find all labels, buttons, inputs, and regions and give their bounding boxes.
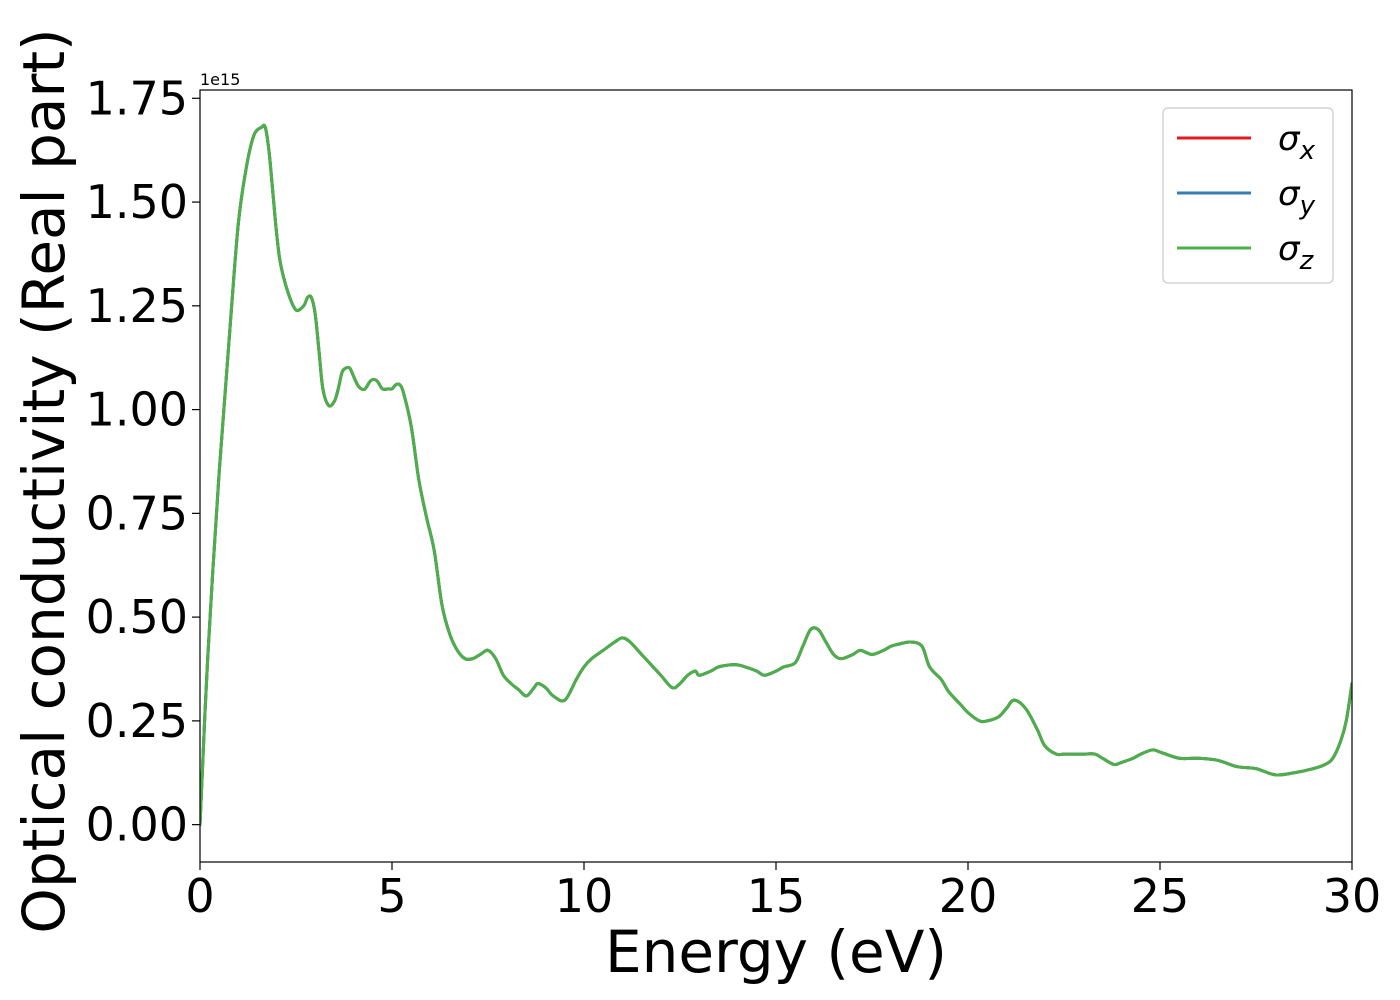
legend-label-sigma-z: σz (1278, 229, 1315, 276)
y-tick-label: 1.00 (86, 383, 188, 437)
x-tick-label: 5 (377, 869, 406, 923)
x-tick-label: 20 (939, 869, 998, 923)
y-offset-label: 1e15 (200, 70, 240, 89)
y-tick-label: 1.50 (86, 175, 188, 229)
x-tick-label: 15 (747, 869, 806, 923)
y-tick-label: 0.25 (86, 694, 188, 748)
x-axis-title: Energy (eV) (605, 918, 947, 986)
y-axis-ticks: 0.00 0.25 0.50 0.75 1.00 1.25 1.50 1.75 (86, 71, 200, 852)
x-tick-label: 10 (555, 869, 614, 923)
y-tick-label: 0.00 (86, 798, 188, 852)
legend-label-sigma-x: σx (1278, 119, 1316, 166)
plot-area (200, 123, 1352, 827)
x-axis-ticks: 0 5 10 15 20 25 30 (185, 862, 1381, 923)
series-line-sigma-z (200, 123, 1352, 827)
legend-label-sigma-y: σy (1278, 174, 1316, 221)
x-tick-label: 30 (1323, 869, 1382, 923)
y-tick-label: 0.50 (86, 590, 188, 644)
y-axis-title: Optical conductivity (Real part) (10, 28, 78, 933)
legend-box (1162, 107, 1334, 284)
y-tick-label: 0.75 (86, 486, 188, 540)
legend: σx σy σz (1162, 107, 1334, 284)
x-tick-label: 0 (185, 869, 214, 923)
y-tick-label: 1.75 (86, 71, 188, 125)
y-tick-label: 1.25 (86, 279, 188, 333)
x-tick-label: 25 (1131, 869, 1190, 923)
